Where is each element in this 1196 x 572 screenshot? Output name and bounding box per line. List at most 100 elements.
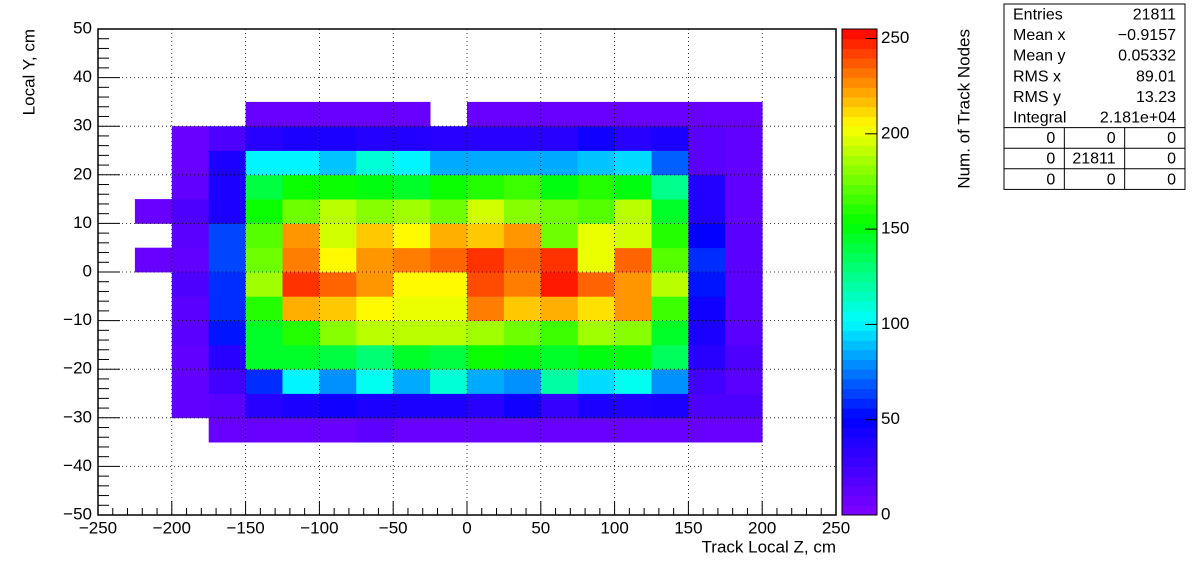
heatmap-cell (725, 150, 763, 176)
heatmap-cell (282, 223, 320, 249)
colorbar-label: Num. of Track Nodes (954, 29, 973, 189)
heatmap-cell (688, 320, 726, 346)
heatmap-cell (467, 101, 505, 127)
palette-band (842, 359, 877, 370)
x-tick-label: 100 (600, 518, 628, 537)
palette-band (842, 320, 877, 331)
heatmap-cell (503, 369, 542, 394)
x-tick-label: 250 (822, 518, 850, 537)
heatmap-cell (245, 150, 283, 176)
heatmap-cell (430, 199, 468, 224)
heatmap-cell (467, 320, 505, 346)
heatmap-cell (540, 101, 579, 127)
heatmap-cell (688, 393, 726, 419)
heatmap-cell (430, 272, 468, 297)
heatmap-cell (614, 369, 652, 394)
heatmap-cell (430, 126, 468, 151)
heatmap-cell (319, 126, 357, 151)
palette-band (842, 398, 877, 409)
x-tick-label: 200 (748, 518, 776, 537)
heatmap-cell (393, 417, 431, 443)
heatmap-cell (540, 393, 579, 419)
heatmap-cell (540, 369, 579, 394)
heatmap-cell (503, 296, 542, 321)
heatmap-cell (245, 393, 283, 419)
y-tick-label: −40 (63, 456, 92, 475)
palette-band (842, 213, 877, 224)
heatmap-cell (540, 272, 579, 297)
heatmap-cell (614, 272, 652, 297)
heatmap-cell (245, 126, 283, 151)
heatmap-cell (725, 369, 763, 394)
stats-value: 0.05332 (1118, 48, 1176, 65)
x-tick-label: −200 (153, 518, 191, 537)
heatmap-cell (319, 344, 357, 370)
x-tick-label: −150 (226, 518, 264, 537)
palette-band (842, 194, 877, 205)
heatmap-cell (577, 126, 615, 151)
heatmap-cell (467, 126, 505, 151)
heatmap-cell (393, 272, 431, 297)
palette-band (842, 155, 877, 166)
colorbar-tick-label: 150 (881, 219, 909, 238)
heatmap-cell (467, 393, 505, 419)
heatmap-cell (577, 393, 615, 419)
stats-value: −0.9157 (1118, 27, 1176, 44)
heatmap-cell (503, 320, 542, 346)
heatmap-cell (171, 369, 210, 394)
colorbar-tick-label: 200 (881, 123, 909, 142)
heatmap-cell (319, 223, 357, 249)
heatmap-cell (725, 199, 763, 224)
heatmap-cell (430, 296, 468, 321)
heatmap-cell (651, 417, 689, 443)
palette-band (842, 203, 877, 215)
heatmap-cell (356, 174, 394, 200)
heatmap-cell (393, 369, 431, 394)
heatmap-cell (282, 199, 320, 224)
heatmap-cell (356, 417, 394, 443)
heatmap-cell (171, 174, 210, 200)
heatmap-cell (282, 417, 320, 443)
stats-label: Mean x (1013, 27, 1065, 44)
palette-band (842, 505, 877, 516)
heatmap-cell (430, 320, 468, 346)
heatmap-cell (725, 247, 763, 273)
heatmap-cell (651, 344, 689, 370)
palette-band (842, 349, 877, 360)
heatmap-cell (356, 126, 394, 151)
heatmap-cell (467, 199, 505, 224)
heatmap-cell (356, 393, 394, 419)
heatmap-cell (356, 369, 394, 394)
heatmap-cell (171, 296, 210, 321)
heatmap-cell (614, 417, 652, 443)
heatmap-cell (577, 174, 615, 200)
heatmap-cell (725, 174, 763, 200)
heatmap-cell (503, 393, 542, 419)
heatmap-cell (319, 393, 357, 419)
palette-band (842, 184, 877, 195)
heatmap-cell (651, 369, 689, 394)
stats-box: Entries 21811 Mean x −0.9157 Mean y 0.05332 RM… (1003, 3, 1186, 190)
stats-cell: 0 (1107, 130, 1116, 147)
heatmap-cell (208, 247, 246, 273)
heatmap-cell (577, 344, 615, 370)
heatmap-cell (282, 174, 320, 200)
heatmap-cell (725, 272, 763, 297)
palette-band (842, 388, 877, 399)
palette-band (842, 233, 877, 244)
heatmap-cell (688, 199, 726, 224)
heatmap-cell (725, 126, 763, 151)
heatmap-cell (540, 199, 579, 224)
heatmap-cell (503, 150, 542, 176)
heatmap-cell (393, 101, 431, 127)
stats-frame (1003, 3, 1186, 190)
stats-label: RMS x (1013, 68, 1061, 85)
heatmap-cell (393, 199, 431, 224)
heatmap-cell (688, 369, 726, 394)
heatmap-cell (245, 296, 283, 321)
stats-label: Integral (1013, 110, 1066, 127)
y-axis-label: Local Y, cm (19, 29, 38, 115)
stats-label: RMS y (1013, 89, 1061, 106)
heatmap-cell (577, 101, 615, 127)
